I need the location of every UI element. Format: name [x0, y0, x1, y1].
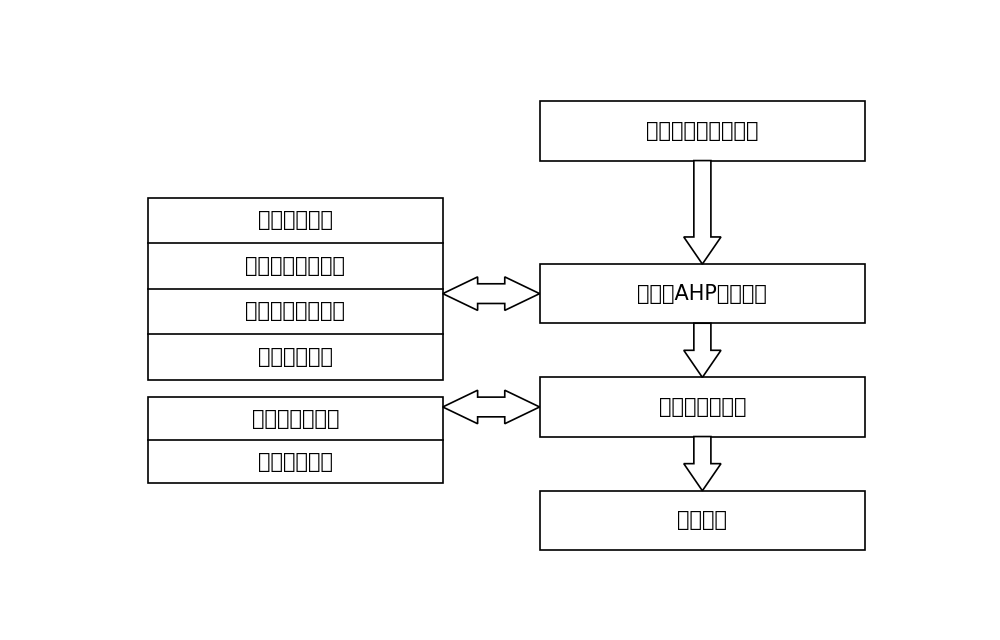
Bar	[148, 397, 443, 483]
Polygon shape	[684, 436, 721, 491]
Polygon shape	[684, 161, 721, 264]
Bar	[540, 378, 865, 436]
Bar	[148, 198, 443, 380]
Text: 三标度AHP确定权重: 三标度AHP确定权重	[637, 284, 767, 303]
Text: 计算最优传递矩阵: 计算最优传递矩阵	[246, 256, 346, 276]
Text: 计算拟优一致矩阵: 计算拟优一致矩阵	[246, 301, 346, 321]
Polygon shape	[443, 277, 540, 310]
Text: 计算权重向量: 计算权重向量	[258, 347, 333, 367]
Text: 指标实测数据: 指标实测数据	[258, 452, 333, 472]
Bar	[540, 101, 865, 161]
Text: 三角型分布函数: 三角型分布函数	[252, 409, 339, 429]
Bar	[540, 491, 865, 550]
Polygon shape	[443, 390, 540, 424]
Text: 确定隶属度矩阵: 确定隶属度矩阵	[659, 397, 746, 417]
Bar	[540, 264, 865, 323]
Polygon shape	[684, 323, 721, 378]
Text: 构造比较矩阵: 构造比较矩阵	[258, 211, 333, 230]
Text: 确定因素集、评语集: 确定因素集、评语集	[646, 121, 759, 141]
Text: 综合评估: 综合评估	[677, 510, 727, 531]
